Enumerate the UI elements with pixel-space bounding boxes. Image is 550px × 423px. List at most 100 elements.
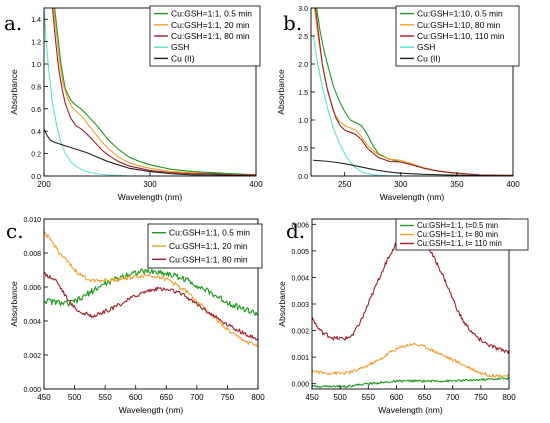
x-tick-label: 600 — [129, 393, 143, 402]
legend-box — [395, 218, 529, 251]
x-tick-label: 650 — [418, 393, 432, 402]
legend-label: Cu:GSH=1:1, 80 min — [171, 31, 250, 41]
y-axis-label: Absorbance — [277, 281, 287, 327]
x-tick-label: 750 — [221, 393, 235, 402]
y-tick-label: 1.2 — [31, 40, 41, 47]
x-tick-label: 450 — [305, 393, 319, 402]
y-tick-label: 0.002 — [23, 353, 41, 360]
legend-box — [395, 5, 520, 67]
y-tick-label: 0.002 — [291, 329, 309, 336]
y-tick-label: 0.001 — [291, 355, 309, 362]
legend-label: Cu:GSH=1:1, t= 110 min — [417, 239, 502, 248]
y-axis-label: Absorbance — [9, 69, 19, 115]
x-tick-label: 550 — [362, 393, 376, 402]
chart-panel-a: a. 200 300 400 0.0 0.2 0.4 0.6 0.8 1.0 1.2 1.4 Wavel… — [4, 5, 263, 202]
y-tick-label: 0.003 — [291, 302, 309, 309]
chart-panel-b: b. 250 300 350 400 0.0 0.5 1.0 1.5 2.0 2.5 3.0 Wavel… — [276, 5, 520, 202]
x-tick-label: 600 — [390, 393, 404, 402]
y-tick-label: 0.004 — [23, 319, 41, 326]
chart-panel-c: c. 450 500 550 600 650 700 750 800 0.000 0.002 0.00… — [6, 217, 265, 415]
legend-label: GSH — [171, 42, 189, 52]
legend-label: Cu:GSH=1:10, 110 min — [417, 31, 505, 41]
panel-label: b. — [283, 11, 302, 35]
panel-label: d. — [286, 219, 305, 243]
legend-label: Cu:GSH=1:10, 0.5 min — [417, 9, 503, 19]
y-tick-label: 0.4 — [31, 129, 41, 136]
y-tick-label: 0.008 — [23, 251, 41, 258]
legend-label: Cu:GSH=1:1, t= 80 min — [417, 230, 498, 239]
legend-label: Cu:GSH=1:1, 20 min — [171, 20, 250, 30]
x-tick-label: 800 — [251, 393, 265, 402]
y-axis-label: Absorbance — [9, 281, 19, 327]
y-tick-label: 1.5 — [298, 90, 308, 97]
y-tick-label: 0.006 — [291, 222, 309, 229]
legend-box — [149, 5, 261, 67]
x-tick-label: 800 — [502, 393, 516, 402]
x-axis-label: Wavelength (nm) — [119, 405, 184, 415]
chart-panel-d: d. 450 500 550 600 650 700 750 800 0.000 0.001 0.00… — [277, 218, 529, 415]
series-line-3 — [44, 272, 258, 341]
series-line-4 — [312, 35, 513, 176]
x-axis-label: Wavelength (nm) — [380, 192, 445, 202]
y-tick-label: 1.4 — [31, 17, 41, 24]
x-tick-label: 750 — [474, 393, 488, 402]
y-tick-label: 0.006 — [23, 285, 41, 292]
legend-label: Cu (II) — [417, 53, 441, 63]
x-tick-label: 300 — [143, 180, 157, 189]
legend-label: Cu:GSH=1:1, 0.5 min — [169, 228, 250, 238]
x-axis-label: Wavelength (nm) — [378, 405, 443, 415]
x-tick-label: 550 — [98, 393, 112, 402]
legend-label: Cu (II) — [171, 53, 195, 63]
y-tick-label: 0.2 — [31, 152, 41, 159]
y-tick-label: 0.5 — [298, 146, 308, 153]
y-tick-label: 0.000 — [291, 382, 309, 389]
x-tick-label: 500 — [68, 393, 82, 402]
x-tick-label: 700 — [190, 393, 204, 402]
y-tick-label: 0.000 — [23, 387, 41, 394]
x-tick-label: 700 — [446, 393, 460, 402]
legend-label: Cu:GSH=1:1, t=0.5 min — [417, 221, 498, 230]
panel-label: a. — [4, 11, 22, 35]
x-tick-label: 450 — [37, 393, 51, 402]
series-line-5 — [44, 128, 256, 176]
legend-label: Cu:GSH=1:10, 80 min — [417, 20, 501, 30]
y-tick-label: 2.0 — [298, 62, 308, 69]
legend-label: Cu:GSH=1:1, 20 min — [169, 241, 248, 251]
y-tick-label: 2.5 — [298, 34, 308, 41]
y-tick-label: 0.0 — [31, 174, 41, 181]
x-tick-label: 400 — [506, 180, 520, 189]
x-tick-label: 350 — [450, 180, 464, 189]
x-tick-label: 300 — [394, 180, 408, 189]
x-tick-label: 200 — [37, 180, 51, 189]
y-tick-label: 0.005 — [291, 249, 309, 256]
series-line-3 — [51, 8, 256, 176]
series-line-1 — [312, 376, 509, 388]
legend-label: GSH — [417, 42, 435, 52]
series-line-3 — [312, 233, 509, 355]
series-line-5 — [313, 159, 513, 176]
y-tick-label: 0.010 — [23, 217, 41, 224]
x-tick-label: 500 — [333, 393, 347, 402]
legend-box — [147, 223, 263, 269]
y-tick-label: 1.0 — [298, 118, 308, 125]
y-tick-label: 1.0 — [31, 62, 41, 69]
x-tick-label: 650 — [160, 393, 174, 402]
x-axis-label: Wavelength (nm) — [118, 192, 183, 202]
x-tick-label: 250 — [338, 180, 352, 189]
series-line-2 — [312, 342, 509, 378]
series-line-1 — [54, 8, 256, 176]
legend-label: Cu:GSH=1:1, 80 min — [169, 254, 248, 264]
series-line-2 — [52, 8, 256, 176]
plot-frame — [43, 218, 259, 390]
series-line-3 — [314, 8, 513, 176]
y-tick-label: 3.0 — [298, 6, 308, 13]
y-tick-label: 0.8 — [31, 84, 41, 91]
series-line-4 — [44, 8, 256, 176]
y-axis-label: Absorbance — [276, 69, 286, 115]
y-tick-label: 0.6 — [31, 107, 41, 114]
y-tick-label: 0.004 — [291, 275, 309, 282]
y-tick-label: 0.0 — [298, 174, 308, 181]
panel-label: c. — [6, 219, 24, 243]
series-line-2 — [44, 230, 258, 348]
